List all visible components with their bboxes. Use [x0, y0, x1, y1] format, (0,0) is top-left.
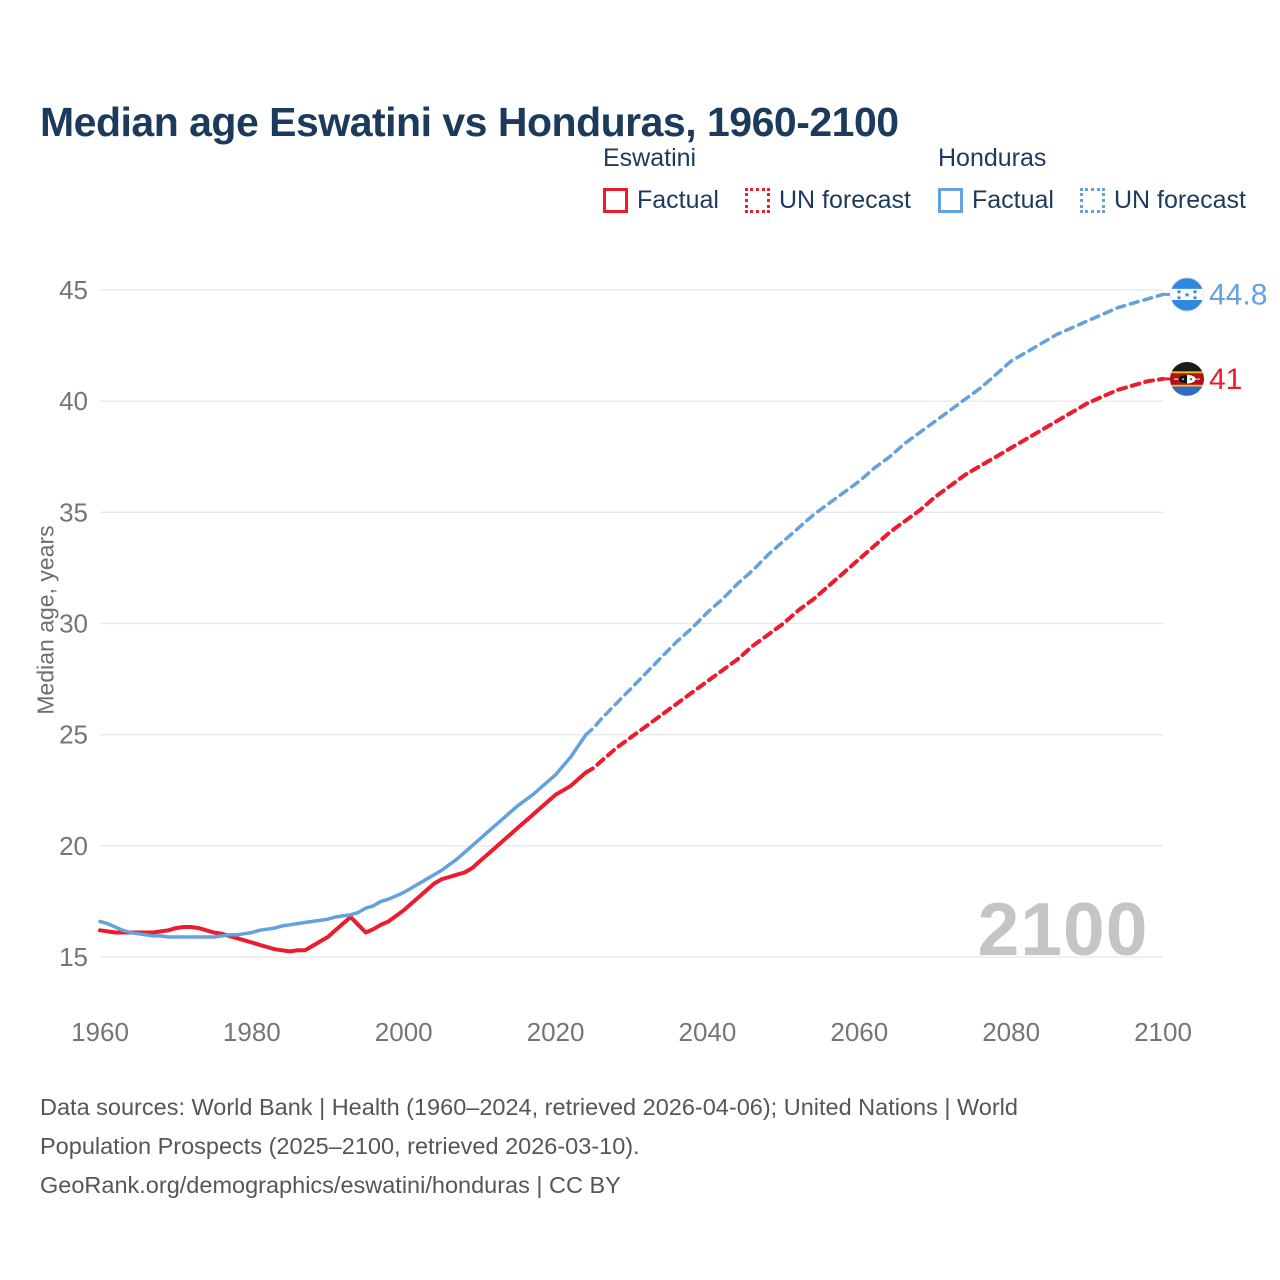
y-tick-15: 15: [59, 942, 88, 972]
dashed-line-swatch-icon: [1079, 188, 1105, 213]
legend-item-honduras-factual[interactable]: Factual: [938, 186, 1054, 215]
data-sources-line-2: Population Prospects (2025–2100, retriev…: [40, 1133, 640, 1159]
honduras-forecast-line: [584, 292, 1165, 737]
x-tick-1960: 1960: [71, 1017, 129, 1047]
watermark-year: 2100: [977, 887, 1149, 971]
x-tick-2040: 2040: [679, 1017, 737, 1047]
legend-item-label: Factual: [972, 186, 1054, 214]
x-tick-1980: 1980: [223, 1017, 281, 1047]
legend-item-eswatini-forecast[interactable]: UN forecast: [744, 186, 911, 215]
honduras-factual-line: [98, 732, 588, 939]
x-tick-2000: 2000: [375, 1017, 433, 1047]
y-tick-25: 25: [59, 720, 88, 750]
legend-row: Factual UN forecast: [603, 186, 911, 215]
solid-line-swatch-icon: [938, 188, 963, 213]
star-icon: ★: [1192, 288, 1198, 296]
x-tick-2060: 2060: [830, 1017, 888, 1047]
page-title: Median age Eswatini vs Honduras, 1960-21…: [40, 99, 899, 146]
source-url[interactable]: GeoRank.org/demographics/eswatini/hondur…: [40, 1172, 621, 1198]
solid-line-swatch-icon: [603, 188, 628, 213]
data-sources-line-1: Data sources: World Bank | Health (1960–…: [40, 1094, 1018, 1120]
eswatini-flag-icon: [1170, 361, 1204, 396]
legend-group-eswatini: Eswatini Factual UN forecast: [603, 144, 911, 215]
legend-country-label: Eswatini: [603, 144, 697, 172]
legend-group-honduras: Honduras Factual UN forecast: [938, 144, 1246, 215]
legend-item-label: Factual: [637, 186, 719, 214]
star-icon: ★: [1176, 294, 1182, 302]
chart-legend: Eswatini Factual UN forecast Honduras Fa…: [0, 144, 1280, 224]
legend-item-eswatini-factual[interactable]: Factual: [603, 186, 719, 215]
median-age-line-chart: 15 20 25 30 35 40 45 1960 1980 2000 2020 2040 2060 20…: [59, 275, 1267, 1047]
x-tick-2080: 2080: [982, 1017, 1040, 1047]
y-tick-30: 30: [59, 609, 88, 639]
y-tick-45: 45: [59, 275, 88, 305]
legend-item-label: UN forecast: [1113, 186, 1246, 214]
star-icon: ★: [1192, 294, 1198, 302]
eswatini-forecast-line: [583, 376, 1165, 775]
y-tick-35: 35: [59, 497, 88, 527]
x-tick-2100: 2100: [1134, 1017, 1192, 1047]
star-icon: ★: [1176, 288, 1182, 296]
legend-item-honduras-forecast[interactable]: UN forecast: [1079, 186, 1246, 215]
y-tick-20: 20: [59, 831, 88, 861]
legend-item-label: UN forecast: [778, 186, 911, 214]
footer: Data sources: World Bank | Health (1960–…: [40, 1088, 1200, 1205]
legend-country-label: Honduras: [938, 144, 1047, 172]
end-value-label-honduras: 44.8: [1209, 278, 1267, 311]
star-icon: ★: [1184, 291, 1190, 299]
x-tick-2020: 2020: [527, 1017, 585, 1047]
dashed-line-swatch-icon: [744, 188, 770, 213]
eswatini-factual-line: [98, 770, 588, 954]
honduras-flag-icon: ★ ★★★ ★: [1170, 277, 1204, 312]
legend-row: Factual UN forecast: [938, 186, 1246, 215]
y-tick-40: 40: [59, 386, 88, 416]
end-value-label-eswatini: 41: [1209, 363, 1242, 396]
